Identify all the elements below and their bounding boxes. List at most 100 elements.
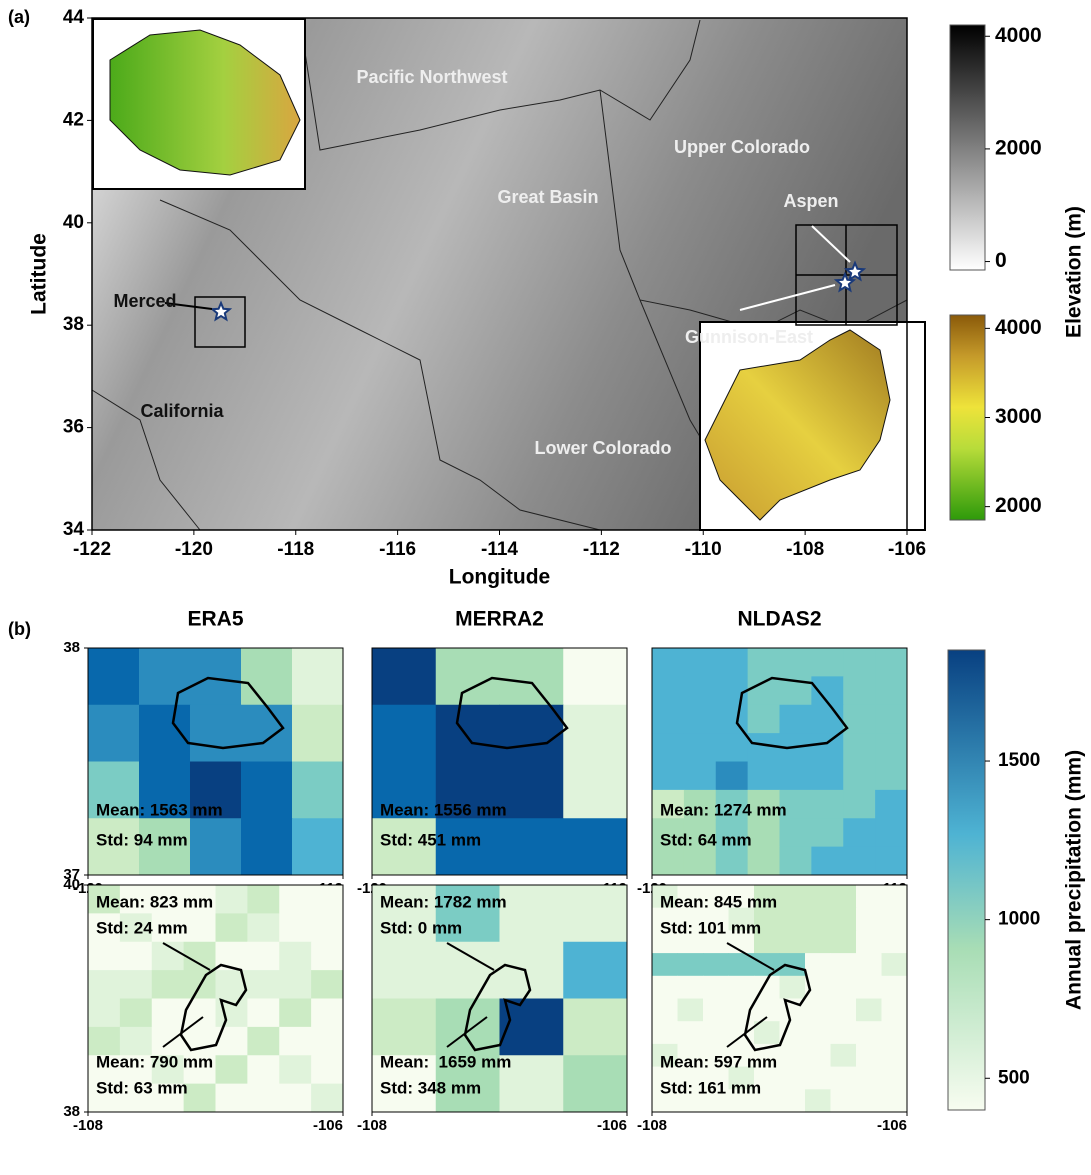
site-star [209,300,233,322]
grid-cell [183,998,216,1028]
grid-cell [435,885,500,943]
site-box [194,296,246,348]
label: Annual precipitation (mm) [1063,750,1086,1010]
grid-cell [311,913,344,943]
grid-cell [875,733,908,762]
grid-cell [881,998,908,1022]
grid-cell [183,1026,216,1056]
grid-cell [728,1089,755,1113]
grid-cell [151,913,185,943]
grid-cell [372,818,437,876]
grid-cell [683,846,717,876]
grid-cell [715,789,749,819]
grid-cell [881,1021,908,1045]
grid-cell [728,1021,755,1045]
grid-cell [88,885,121,914]
label: 34 [63,519,85,540]
grid-cell [119,941,153,971]
grid-cell [830,975,857,999]
grid-cell [875,704,908,734]
grid-cell [754,1089,780,1113]
grid-cell [703,1066,729,1090]
grid-cell [747,818,780,848]
grid-cell [372,761,437,819]
grid-cell [190,818,242,876]
grid-cell [677,975,704,999]
label: -108 [73,1117,103,1134]
grid-cell [811,648,844,677]
grid-cell [881,953,908,977]
label: Std: 24 mm [96,918,188,937]
label: Mean: 1782 mm [380,892,507,911]
label: Std: 348 mm [380,1078,481,1097]
grid-cell [311,885,344,914]
watershed-outline [743,963,812,1052]
grid-cell [683,733,717,762]
label: -106 [888,539,926,560]
grid-cell [151,998,185,1028]
grid-cell [677,953,704,977]
label: -108 [786,539,824,560]
grid-cell [88,941,121,971]
grid-cell [856,1021,882,1045]
grid-cell [811,789,844,819]
label: 3000 [995,405,1042,428]
grid-cell [88,1083,121,1113]
label: Std: 64 mm [660,830,752,849]
label: Aspen [783,191,838,211]
grid-cell [279,913,312,943]
label: California [140,401,224,421]
grid-cell [247,1055,280,1085]
grid-cell [88,970,121,999]
grid-cell [875,846,908,876]
grid-cell [499,704,564,762]
grid-cell [139,704,191,762]
arrow [164,302,213,310]
grid-cell [875,648,908,677]
label: (a) [8,7,30,27]
grid-cell [183,1083,216,1113]
grid-cell [779,1021,806,1045]
grid-cell [856,907,882,931]
grid-cell [499,941,564,999]
label: Std: 161 mm [660,1078,761,1097]
label: Latitude [28,233,51,315]
grid-cell [754,930,780,954]
grid-cell [683,789,717,819]
grid-cell [311,941,344,971]
grid-cell [779,930,806,954]
label: 38 [63,1103,80,1120]
grid-cell [247,970,280,999]
grid-cell [779,761,812,791]
grid-cell [677,1089,704,1113]
label: Elevation (m) [1063,206,1086,338]
label: 36 [63,417,84,438]
grid-cell [499,761,564,819]
grid-cell [779,1066,806,1090]
grid-cell [881,930,908,954]
grid-cell [652,930,678,954]
grid-cell [683,704,717,734]
label: Mean: 1274 mm [660,800,787,819]
grid-cell [728,1066,755,1090]
grid-cell [119,1055,153,1085]
grid-cell [652,1089,678,1113]
label: Great Basin [497,187,598,207]
grid-cell [811,704,844,734]
grid-cell [139,648,191,706]
grid-cell [183,913,216,943]
grid-cell [435,761,500,819]
grid-cell [435,648,500,706]
label: -112 [583,539,620,560]
grid-cell [652,1043,678,1068]
grid-cell [652,1021,678,1045]
grid-cell [247,1026,280,1056]
label: Longitude [449,566,550,589]
grid-cell [830,1066,857,1090]
grid-cell [728,975,755,999]
grid-cell [779,704,812,734]
grid-cell [728,907,755,931]
label: -116 [379,539,416,560]
label: Gunnison-East [685,327,813,347]
grid-cell [875,789,908,819]
